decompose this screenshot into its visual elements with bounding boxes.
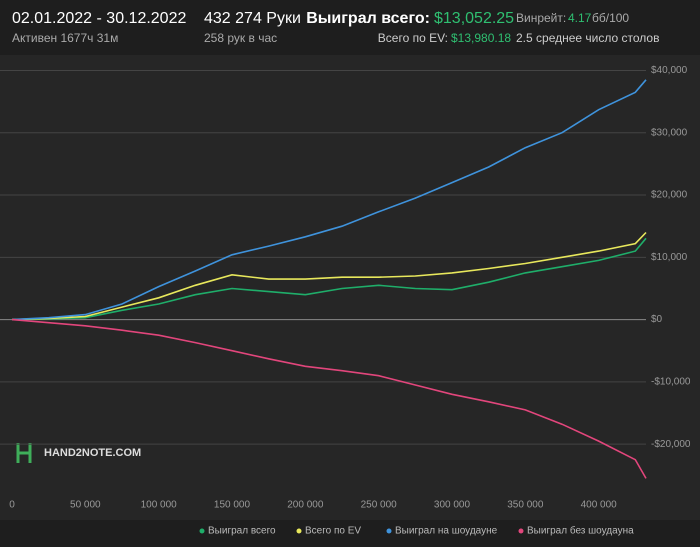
y-tick-label: $0 xyxy=(651,314,663,325)
y-tick-label: $10,000 xyxy=(651,252,688,263)
hands: 432 274 Руки xyxy=(204,10,301,27)
legend-label: Выиграл всего xyxy=(208,526,276,537)
y-tick-label: $20,000 xyxy=(651,190,688,201)
legend-label: Выиграл на шоудауне xyxy=(395,526,498,537)
legend-item: Выиграл всего xyxy=(199,526,276,537)
x-tick-label: 150 000 xyxy=(214,500,251,511)
x-tick-label: 50 000 xyxy=(70,500,101,511)
active-time: Активен 1677ч 31м xyxy=(12,31,118,45)
y-tick-label: $30,000 xyxy=(651,127,688,138)
y-tick-label: -$10,000 xyxy=(651,377,691,388)
legend-marker xyxy=(199,528,205,534)
hands-per-hour: 258 рук в час xyxy=(204,31,277,45)
x-tick-label: 300 000 xyxy=(434,500,471,511)
logo-icon xyxy=(16,443,32,463)
series-line xyxy=(11,237,647,321)
legend-marker xyxy=(386,528,392,534)
winrate-value: 4.17 xyxy=(568,11,592,25)
legend-item: Выиграл на шоудауне xyxy=(386,526,498,537)
legend-item: Выиграл без шоудауна xyxy=(518,525,634,537)
ev-value: $13,980.18 xyxy=(451,31,511,45)
x-tick-label: 0 xyxy=(9,500,15,511)
winrate-unit: бб/100 xyxy=(592,11,629,25)
series-line xyxy=(11,79,647,321)
legend-label: Выиграл без шоудауна xyxy=(527,525,634,537)
legend-marker xyxy=(518,528,524,534)
x-tick-label: 200 000 xyxy=(287,500,324,511)
logo: HAND2NOTE.COM xyxy=(16,443,141,463)
series-line xyxy=(11,318,647,479)
watermark: HAND2NOTE.COM xyxy=(44,447,141,459)
x-tick-label: 250 000 xyxy=(361,500,398,511)
winrate-label: Винрейт: xyxy=(516,11,566,25)
period: 02.01.2022 - 30.12.2022 xyxy=(12,10,186,27)
legend-label: Всего по EV xyxy=(305,526,361,537)
won-label: Выиграл всего: xyxy=(306,10,430,27)
series-line xyxy=(11,231,647,321)
x-tick-label: 350 000 xyxy=(507,500,544,511)
y-tick-label: -$20,000 xyxy=(651,439,691,450)
won-value: $13,052.25 xyxy=(434,10,514,27)
x-tick-label: 400 000 xyxy=(581,500,618,511)
tables: 2.5 среднее число столов xyxy=(516,31,659,45)
legend-item: Всего по EV xyxy=(296,526,361,537)
legend-marker xyxy=(296,528,302,534)
x-tick-label: 100 000 xyxy=(141,500,178,511)
ev-label: Всего по EV: xyxy=(378,31,448,45)
y-tick-label: $40,000 xyxy=(651,65,688,76)
